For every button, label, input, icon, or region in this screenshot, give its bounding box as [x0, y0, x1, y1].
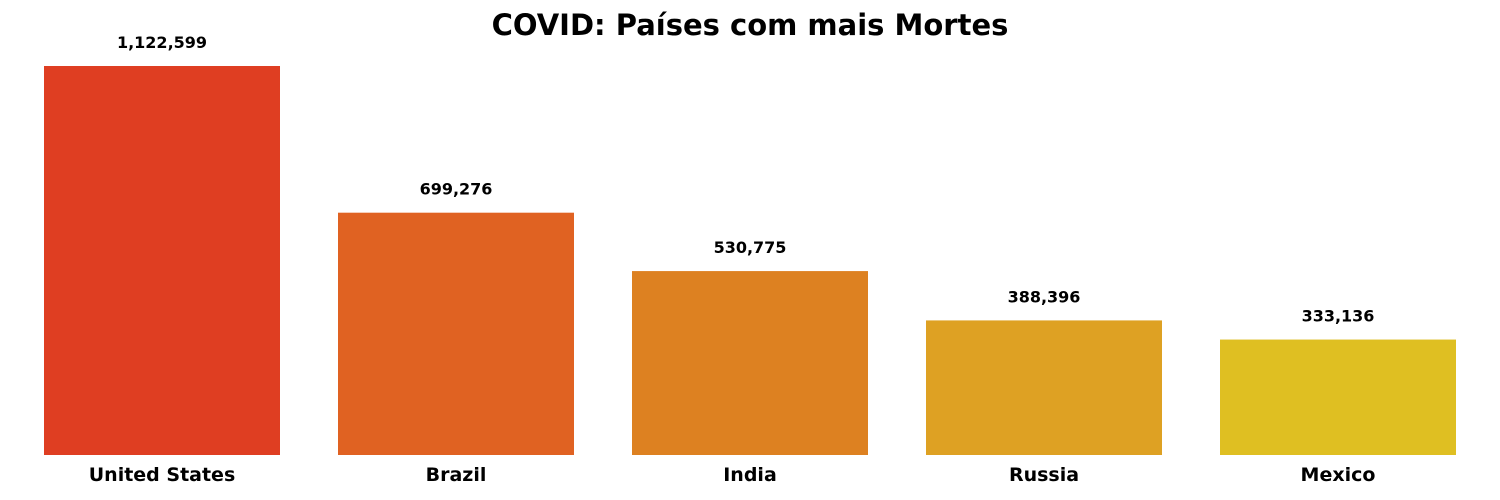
bars-group [44, 66, 1456, 455]
x-tick-label-mexico: Mexico [1301, 464, 1376, 486]
x-tick-label-russia: Russia [1009, 464, 1079, 486]
x-tick-label-united-states: United States [89, 464, 236, 486]
value-label-russia: 388,396 [1008, 287, 1081, 306]
bar-brazil [338, 212, 574, 455]
x-tick-label-india: India [723, 464, 777, 486]
bar-united-states [44, 66, 280, 455]
value-labels-group: 1,122,599 699,276 530,775 388,396 333,136 [117, 33, 1374, 326]
x-tick-label-brazil: Brazil [426, 464, 487, 486]
bar-russia [926, 320, 1162, 455]
value-label-brazil: 699,276 [420, 180, 493, 199]
value-label-mexico: 333,136 [1302, 307, 1375, 326]
value-label-india: 530,775 [714, 238, 787, 257]
chart-title: COVID: Países com mais Mortes [491, 8, 1009, 42]
value-label-united-states: 1,122,599 [117, 33, 207, 52]
bar-mexico [1220, 339, 1456, 455]
x-tick-labels-group: United States Brazil India Russia Mexico [89, 464, 1376, 486]
bar-india [632, 271, 868, 455]
